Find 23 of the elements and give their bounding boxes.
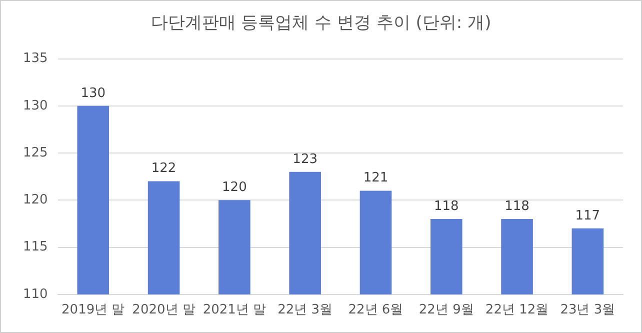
data-label: 123 <box>292 152 318 167</box>
y-tick-label: 135 <box>22 51 48 66</box>
y-tick-label: 115 <box>22 240 48 255</box>
data-label: 118 <box>504 198 530 214</box>
y-tick-label: 110 <box>22 286 48 302</box>
chart-title: 다단계판매 등록업체 수 변경 추이 (단위: 개) <box>150 12 492 34</box>
y-tick-label: 130 <box>22 98 48 114</box>
data-label: 117 <box>575 208 600 224</box>
x-tick-label: 22년 9월 <box>418 302 474 318</box>
data-label: 130 <box>80 86 106 101</box>
data-label: 121 <box>363 170 388 186</box>
y-tick-label: 120 <box>22 192 48 208</box>
x-tick-label: 22년 12월 <box>485 302 549 318</box>
data-label: 118 <box>434 198 459 214</box>
x-tick-label: 22년 3월 <box>278 302 333 318</box>
x-tick-label: 2021년 말 <box>202 302 266 318</box>
data-label: 120 <box>222 180 247 196</box>
y-tick-label: 125 <box>22 145 48 160</box>
data-label: 122 <box>151 161 176 176</box>
x-tick-label: 23년 3월 <box>560 302 616 318</box>
x-tick-label: 2020년 말 <box>132 302 196 318</box>
x-tick-label: 2019년 말 <box>62 302 125 318</box>
x-tick-label: 22년 6월 <box>348 302 404 318</box>
